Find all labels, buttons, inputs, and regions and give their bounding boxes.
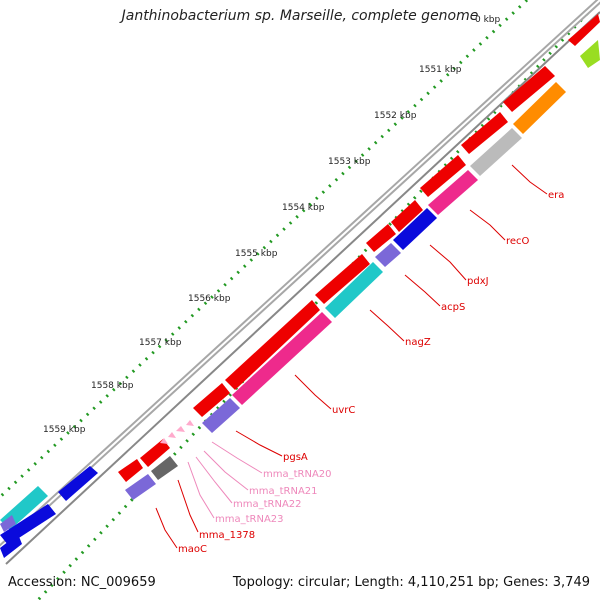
gene-label-mma-trna23[interactable]: mma_tRNA23 [215, 514, 284, 525]
label-connectors [155, 164, 548, 549]
forward-strand-features [58, 14, 600, 501]
tick-label: 1552 kbp [374, 111, 417, 121]
backbone [0, 0, 600, 565]
tick-label: 1551 kbp [419, 65, 462, 75]
gene-label-pdxj[interactable]: pdxJ [467, 276, 489, 287]
tick-label: 1554 kbp [282, 203, 325, 213]
gene-label-reco[interactable]: recO [506, 236, 530, 247]
tick-label: 1558 kbp [91, 381, 134, 391]
tick-label: 1553 kbp [328, 157, 371, 167]
gene-label-nagz[interactable]: nagZ [405, 337, 431, 348]
gene-label-era[interactable]: era [548, 190, 564, 201]
genome-summary-text: Topology: circular; Length: 4,110,251 bp… [232, 575, 590, 590]
gene-label-mma-trna22[interactable]: mma_tRNA22 [233, 499, 302, 510]
tick-label: 1556 kbp [188, 294, 231, 304]
tick-label: 1555 kbp [235, 249, 278, 259]
gene-labels: era recO pdxJ acpS nagZ uvrC pgsA mma_tR… [178, 190, 564, 555]
gene-label-mma-trna21[interactable]: mma_tRNA21 [249, 486, 318, 497]
gene-label-maoc[interactable]: maoC [178, 544, 207, 555]
tick-label: 1559 kbp [43, 425, 86, 435]
tick-label-partial: 0 kbp [475, 15, 501, 25]
gene-label-uvrc[interactable]: uvrC [332, 405, 355, 416]
tick-label: 1557 kbp [139, 338, 182, 348]
gene-label-mma-1378[interactable]: mma_1378 [199, 530, 255, 541]
map-title: Janthinobacterium sp. Marseille, complet… [121, 8, 479, 24]
gene-label-pgsa[interactable]: pgsA [283, 452, 308, 463]
gene-label-mma-trna20[interactable]: mma_tRNA20 [263, 469, 332, 480]
kbp-tick-labels: 0 kbp 1551 kbp 1552 kbp 1553 kbp 1554 kb… [43, 15, 501, 435]
inner-strand-features [0, 40, 600, 558]
accession-text: Accession: NC_009659 [8, 575, 156, 590]
gene-label-acps[interactable]: acpS [441, 302, 465, 313]
